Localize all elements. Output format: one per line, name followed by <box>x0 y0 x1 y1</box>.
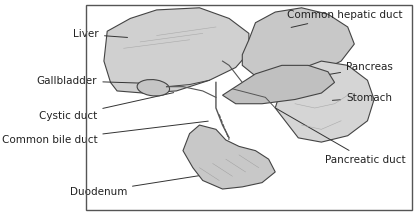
Text: Pancreas: Pancreas <box>322 62 393 76</box>
Polygon shape <box>222 65 334 104</box>
Ellipse shape <box>137 79 170 96</box>
Polygon shape <box>104 8 249 93</box>
Text: Duodenum: Duodenum <box>70 173 213 197</box>
Polygon shape <box>183 125 275 189</box>
Text: Liver: Liver <box>73 29 127 40</box>
Text: Gallbladder: Gallbladder <box>37 76 149 86</box>
Polygon shape <box>242 8 354 83</box>
Text: Pancreatic duct: Pancreatic duct <box>276 108 405 165</box>
Text: Common bile duct: Common bile duct <box>2 121 208 145</box>
Polygon shape <box>275 61 374 142</box>
Text: Cystic duct: Cystic duct <box>39 93 174 121</box>
Text: Common hepatic duct: Common hepatic duct <box>287 10 402 27</box>
Text: Stomach: Stomach <box>332 93 392 103</box>
